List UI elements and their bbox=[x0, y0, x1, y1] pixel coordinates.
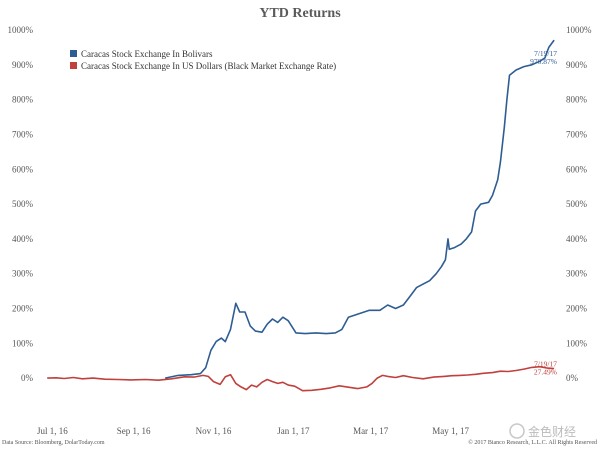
y-tick-label-left: 500% bbox=[12, 199, 34, 209]
y-tick-label-left: 600% bbox=[12, 164, 34, 174]
x-tick-label: Sep 1, 16 bbox=[117, 426, 151, 436]
legend-swatch-usd bbox=[70, 62, 77, 69]
x-tick-label: Mar 1, 17 bbox=[353, 426, 389, 436]
y-axis-right: 0% 100% 200% 300% 400% 500% 600% 700% 800% 900% 10… bbox=[566, 25, 592, 383]
y-tick-label-right: 300% bbox=[566, 269, 588, 279]
series-line-usd bbox=[47, 365, 555, 392]
series-lines bbox=[47, 39, 555, 392]
y-tick-label-left: 200% bbox=[12, 304, 34, 314]
y-tick-label-left: 300% bbox=[12, 269, 34, 279]
watermark-logo-icon bbox=[509, 423, 525, 439]
y-tick-label-right: 600% bbox=[566, 164, 588, 174]
y-tick-label-left: 100% bbox=[12, 338, 34, 348]
footer-copyright: © 2017 Bianco Research, L.L.C. All Right… bbox=[468, 439, 597, 446]
y-axis-left: 0% 100% 200% 300% 400% 500% 600% 700% 800% 900% 10… bbox=[8, 25, 34, 383]
y-tick-label-left: 800% bbox=[12, 95, 34, 105]
y-tick-label-right: 500% bbox=[566, 199, 588, 209]
legend-swatch-bolivars bbox=[70, 50, 77, 57]
y-tick-label-right: 100% bbox=[566, 338, 588, 348]
y-tick-label-left: 1000% bbox=[8, 25, 34, 35]
end-value-label-usd: 27.49% bbox=[534, 368, 557, 377]
y-tick-label-right: 200% bbox=[566, 304, 588, 314]
y-tick-label-left: 900% bbox=[12, 60, 34, 70]
y-tick-label-right: 1000% bbox=[566, 25, 592, 35]
legend-label-bolivars: Caracas Stock Exchange In Bolivars bbox=[81, 49, 213, 59]
end-value-label-bolivars: 970.87% bbox=[530, 57, 557, 66]
end-date-label-bolivars: 7/19/17 bbox=[534, 49, 557, 58]
footer-source: Data Source: Bloomberg, DolarToday.com bbox=[2, 440, 105, 446]
series-line-bolivars bbox=[164, 39, 555, 379]
y-tick-label-right: 800% bbox=[566, 95, 588, 105]
watermark-text: 金色财经 bbox=[528, 424, 576, 439]
x-tick-label: Nov 1, 16 bbox=[196, 426, 232, 436]
y-tick-label-left: 400% bbox=[12, 234, 34, 244]
x-tick-label: May 1, 17 bbox=[432, 426, 469, 436]
x-axis: Jul 1, 16 Sep 1, 16 Nov 1, 16 Jan 1, 17 Mar … bbox=[37, 426, 469, 436]
y-tick-label-left: 0% bbox=[21, 373, 34, 383]
watermark: 金色财经 bbox=[509, 423, 576, 439]
chart-title: YTD Returns bbox=[259, 6, 341, 21]
x-tick-label: Jul 1, 16 bbox=[37, 426, 68, 436]
y-tick-label-right: 900% bbox=[566, 60, 588, 70]
y-tick-label-left: 700% bbox=[12, 129, 34, 139]
y-tick-label-right: 0% bbox=[566, 373, 579, 383]
end-date-label-usd: 7/19/17 bbox=[534, 360, 557, 369]
x-tick-label: Jan 1, 17 bbox=[277, 426, 310, 436]
legend: Caracas Stock Exchange In Bolivars Carac… bbox=[70, 49, 336, 71]
y-tick-label-right: 400% bbox=[566, 234, 588, 244]
legend-label-usd: Caracas Stock Exchange In US Dollars (Bl… bbox=[81, 61, 336, 71]
y-tick-label-right: 700% bbox=[566, 129, 588, 139]
